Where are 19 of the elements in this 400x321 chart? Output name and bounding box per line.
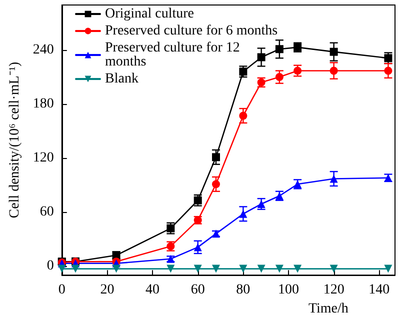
y-tick-label: 240 bbox=[32, 42, 54, 58]
legend-label: Original culture bbox=[105, 6, 194, 22]
legend-label: Preserved culture for 6 months bbox=[105, 24, 278, 38]
y-tick-label: 60 bbox=[40, 204, 54, 220]
x-tick-label: 0 bbox=[58, 282, 66, 298]
x-tick-label: 100 bbox=[278, 282, 299, 298]
x-tick-label: 20 bbox=[100, 282, 114, 298]
x-tick-label: 80 bbox=[236, 282, 250, 298]
legend-label: Blank bbox=[105, 72, 138, 86]
x-tick-label: 40 bbox=[146, 282, 160, 298]
x-tick-label: 140 bbox=[368, 282, 390, 298]
x-tick-label: 120 bbox=[323, 282, 344, 298]
y-axis-title: Cell density/(10⁶ cell·mL⁻¹) bbox=[8, 62, 22, 218]
x-axis-title: Time/h bbox=[308, 302, 348, 316]
y-tick-label: 0 bbox=[46, 258, 54, 274]
y-tick-label: 120 bbox=[32, 150, 54, 166]
x-tick-label: 60 bbox=[190, 282, 205, 298]
legend-label: Preserved culture for 12 months bbox=[105, 40, 244, 70]
y-tick-label: 180 bbox=[32, 96, 54, 112]
